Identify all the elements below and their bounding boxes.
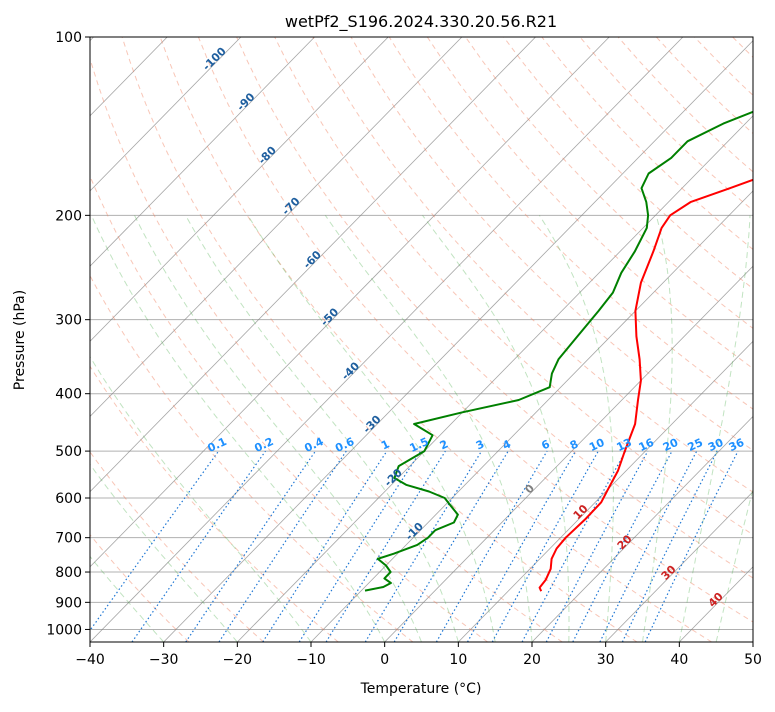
mixing-ratio-lines	[82, 451, 738, 642]
y-tick-label: 300	[55, 313, 82, 329]
isotherm-line	[753, 37, 775, 642]
dry-adiabat-line	[733, 37, 775, 642]
mixing-ratio-label: 0.2	[252, 435, 275, 455]
mixing-ratio-line	[645, 451, 738, 642]
mixing-ratio-line	[219, 451, 346, 642]
isotherm-line	[0, 37, 241, 642]
plot-frame	[90, 37, 753, 642]
y-tick-label: 800	[55, 565, 82, 581]
dry-adiabat-line	[160, 37, 712, 642]
isotherm-value-label: -30	[360, 412, 383, 435]
y-tick-label: 900	[55, 595, 82, 611]
x-tick-label: 50	[744, 652, 762, 668]
dry-adiabat-line	[8, 37, 413, 642]
x-tick-label: 20	[523, 652, 541, 668]
dry-adiabat-line	[313, 37, 775, 642]
isotherm-value-label: -100	[200, 44, 229, 73]
moist-adiabat-label: 20	[615, 532, 635, 552]
profiles	[365, 37, 775, 591]
dry-adiabats	[0, 37, 775, 642]
mixing-ratio-line	[622, 451, 717, 642]
isotherm-grid	[0, 37, 775, 642]
y-axis-label: Pressure (hPa)	[12, 290, 28, 390]
isotherm-value-label: -90	[234, 90, 257, 113]
mixing-ratio-line	[600, 451, 697, 642]
isotherm-line	[458, 37, 775, 642]
mixing-ratio-label: 8	[568, 437, 580, 452]
moist-adiabat-label: 10	[571, 502, 591, 522]
x-tick-label: −10	[296, 652, 326, 668]
dewpoint-profile-line	[365, 37, 775, 591]
y-tick-label: 700	[55, 531, 82, 547]
moist-adiabat-line	[135, 215, 422, 642]
y-tick-label: 100	[55, 30, 82, 46]
moist-adiabats	[0, 215, 775, 642]
isotherm-line	[679, 37, 775, 642]
isotherm-line	[90, 37, 683, 642]
moist-adiabat-line	[716, 215, 775, 642]
x-tick-label: 40	[670, 652, 688, 668]
moist-adiabat-line	[679, 215, 750, 642]
isotherm-value-label: -40	[339, 359, 362, 382]
dry-adiabat-line	[275, 37, 775, 642]
mixing-ratio-label: 2	[438, 437, 450, 452]
dry-adiabat-line	[0, 37, 338, 642]
mixing-ratio-line	[546, 451, 648, 642]
chart-title: wetPf2_S196.2024.330.20.56.R21	[285, 12, 557, 32]
mixing-ratio-line	[522, 451, 626, 642]
mixing-ratio-line	[492, 451, 598, 642]
mixing-ratio-label: 1	[379, 437, 391, 452]
isotherm-value-label: -70	[279, 194, 302, 217]
isotherm-value-label: -20	[382, 466, 405, 489]
isotherm-value-label: -60	[301, 248, 324, 271]
x-tick-label: 10	[449, 652, 467, 668]
moist-adiabat-line	[0, 215, 237, 642]
isotherm-line	[606, 37, 775, 642]
moist-adiabat-line	[91, 215, 384, 642]
dry-adiabat-line	[580, 37, 775, 642]
isotherm-value-label: -80	[256, 144, 279, 167]
mixing-ratio-label: 0.6	[333, 435, 356, 455]
mixing-ratio-line	[186, 451, 316, 642]
mixing-ratio-label: 6	[539, 437, 552, 452]
dry-adiabat-line	[0, 37, 189, 642]
mixing-ratio-line	[436, 451, 547, 642]
y-tick-label: 600	[55, 491, 82, 507]
mixing-ratio-label: 1.5	[408, 435, 431, 455]
x-tick-label: 30	[597, 652, 615, 668]
x-axis-label: Temperature (°C)	[360, 681, 482, 697]
dry-adiabat-line	[122, 37, 637, 642]
moist-adiabat-label: 40	[706, 590, 726, 610]
x-tick-label: −20	[223, 652, 253, 668]
y-tick-label: 400	[55, 387, 82, 403]
y-tick-label: 500	[55, 444, 82, 460]
mixing-ratio-label: 0.4	[302, 435, 325, 455]
x-tick-label: −30	[149, 652, 179, 668]
isotherm-line	[532, 37, 775, 642]
dry-adiabat-line	[771, 37, 775, 642]
x-tick-label: −40	[75, 652, 105, 668]
dry-adiabat-line	[427, 37, 775, 642]
isotherm-line	[0, 37, 388, 642]
y-tick-label: 200	[55, 208, 82, 224]
dry-adiabat-line	[694, 37, 775, 642]
moist-adiabat-line	[539, 215, 613, 642]
mixing-ratio-line	[132, 451, 266, 642]
isotherm-line	[311, 37, 775, 642]
isotherm-line	[164, 37, 757, 642]
dry-adiabat-line	[0, 37, 264, 642]
moist-adiabat-line	[325, 215, 532, 642]
moist-adiabat-label: 30	[659, 562, 679, 582]
mixing-ratio-line	[299, 451, 420, 642]
isotherm-value-label: -50	[318, 305, 341, 328]
dry-adiabat-line	[504, 37, 775, 642]
mixing-ratio-label: 0.1	[206, 435, 229, 455]
y-tick-label: 1000	[46, 622, 82, 638]
isotherm-line	[0, 37, 462, 642]
x-tick-label: 0	[380, 652, 389, 668]
